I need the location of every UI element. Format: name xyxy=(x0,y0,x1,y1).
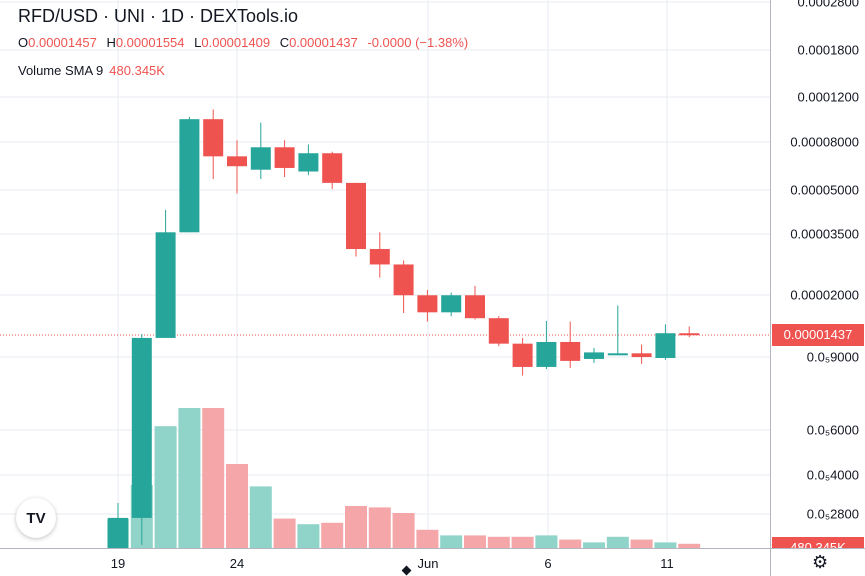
price-tick-label: 0.0002800 xyxy=(797,0,859,10)
volume-bar xyxy=(630,539,653,548)
candle-body xyxy=(369,249,390,265)
candle-body xyxy=(584,352,604,359)
volume-bar xyxy=(202,408,225,548)
candle-body xyxy=(298,153,319,172)
volume-bar xyxy=(297,524,320,548)
price-tick-label: 0.0₅9000 xyxy=(806,349,859,365)
volume-legend[interactable]: Volume SMA 9 480.345K xyxy=(18,63,165,78)
price-tick-label: 0.00005000 xyxy=(790,182,859,198)
ohlc-open-value: 0.00001457 xyxy=(28,35,97,50)
candle-body xyxy=(108,517,128,551)
ohlc-high-key: H xyxy=(106,35,116,50)
volume-bar xyxy=(487,536,510,548)
volume-bar xyxy=(249,486,272,548)
volume-bar xyxy=(226,464,248,548)
price-tick-label: 0.00003500 xyxy=(790,226,859,242)
candle-body xyxy=(203,119,224,157)
ohlc-low-key: L xyxy=(194,35,202,50)
candle-body xyxy=(441,295,462,313)
last-price-tag: 0.00001437 xyxy=(772,324,864,346)
candle-body xyxy=(250,147,271,170)
volume-bar xyxy=(345,506,367,548)
candle-body xyxy=(179,119,200,233)
candle-body xyxy=(274,147,295,168)
candle-body xyxy=(465,295,485,319)
candle-body xyxy=(560,341,581,361)
candle-body xyxy=(346,182,366,250)
volume-bar xyxy=(178,408,201,548)
time-tick-label: 19 xyxy=(110,556,126,571)
ohlc-change: -0.0000 (−1.38%) xyxy=(367,35,469,50)
ohlc-close-key: C xyxy=(279,35,290,50)
price-tick-label: 0.00008000 xyxy=(790,134,859,150)
candle-body xyxy=(131,337,152,518)
time-tick-label: Jun xyxy=(417,556,439,571)
ohlc-low-value: 0.00001409 xyxy=(201,35,271,50)
volume-bar xyxy=(559,539,582,548)
volume-bar xyxy=(392,513,415,548)
candle-body xyxy=(679,333,700,336)
price-tick-label: 0.0001800 xyxy=(797,42,859,58)
volume-value: 480.345K xyxy=(109,63,165,78)
volume-bar xyxy=(416,529,439,548)
time-axis[interactable]: 19 24 Jun 6 11 xyxy=(0,548,770,576)
volume-bar xyxy=(583,542,605,548)
price-tick-label: 0.0₅6000 xyxy=(806,422,859,438)
candle-body xyxy=(227,156,247,167)
candle-body xyxy=(322,153,343,183)
candle-body xyxy=(631,353,652,358)
volume-bar xyxy=(535,535,558,548)
volume-bar xyxy=(273,518,296,548)
time-tick-label: 11 xyxy=(660,556,674,571)
candlestick-chart[interactable] xyxy=(0,0,770,568)
candle-body xyxy=(536,341,557,367)
tradingview-logo-icon[interactable]: TV xyxy=(16,498,56,538)
volume-bar xyxy=(321,522,344,548)
volume-bar xyxy=(154,426,177,548)
time-tick-label: 6 xyxy=(544,556,552,571)
volume-bar xyxy=(440,535,463,548)
volume-bar xyxy=(678,543,701,548)
price-tick-label: 0.0001200 xyxy=(797,89,859,105)
price-axis[interactable]: 0.0002800 0.0001800 0.0001200 0.00008000 0.0… xyxy=(770,0,865,548)
candle-body xyxy=(393,264,414,296)
price-tick-label: 0.0₅4000 xyxy=(806,467,859,483)
ohlc-open-key: O xyxy=(18,35,29,50)
axis-corner xyxy=(770,548,865,576)
volume-label: Volume SMA 9 xyxy=(18,63,104,78)
price-tick-label: 0.00002000 xyxy=(790,287,859,303)
ohlc-readout: O0.00001457 H0.00001554 L0.00001409 C0.0… xyxy=(18,35,474,50)
price-tick-label: 0.0₅2800 xyxy=(806,506,859,522)
volume-bar xyxy=(511,536,534,548)
candle-body xyxy=(417,295,438,313)
time-tick-label: 24 xyxy=(229,556,245,571)
candle-body xyxy=(655,333,676,358)
ohlc-high-value: 0.00001554 xyxy=(115,35,185,50)
candle-body xyxy=(512,343,533,367)
ohlc-close-value: 0.00001437 xyxy=(289,35,358,50)
symbol-title[interactable]: RFD/USD · UNI · 1D · DEXTools.io xyxy=(18,6,299,26)
volume-bar xyxy=(368,507,391,548)
volume-bar xyxy=(464,535,486,548)
candle-body xyxy=(488,318,509,344)
candle-body xyxy=(607,353,628,356)
gear-icon[interactable]: ⚙ xyxy=(812,552,829,572)
chart-plot-area[interactable]: RFD/USD · UNI · 1D · DEXTools.io O0.0000… xyxy=(0,0,770,568)
candle-body xyxy=(155,232,176,338)
volume-bar xyxy=(654,542,677,548)
volume-bar xyxy=(606,536,629,548)
